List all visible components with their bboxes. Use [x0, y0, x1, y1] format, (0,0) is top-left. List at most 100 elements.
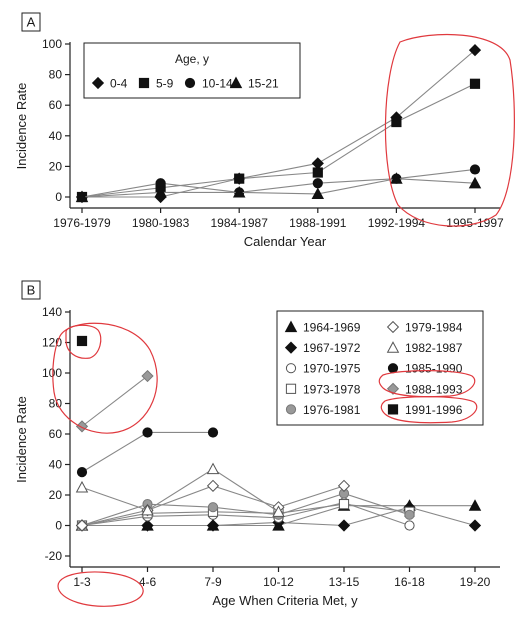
legend-title: Age, y	[175, 52, 209, 66]
x-tick-label: 7-9	[204, 575, 222, 589]
legend-marker	[386, 382, 400, 395]
legend-label: 1970-1975	[303, 362, 361, 376]
data-point	[206, 519, 220, 532]
x-tick-label: 10-12	[263, 575, 294, 589]
legend-label: 1991-1996	[405, 403, 463, 417]
y-tick-label: 40	[49, 458, 63, 472]
x-tick-label: 1988-1991	[289, 216, 347, 230]
annotation-circle	[380, 396, 478, 424]
data-point	[390, 172, 403, 184]
y-axis-label: Incidence Rate	[14, 83, 29, 170]
data-point	[312, 178, 323, 189]
x-tick-label: 13-15	[329, 575, 360, 589]
data-point	[468, 519, 482, 532]
panel-letter: B	[27, 283, 36, 298]
data-point	[206, 479, 220, 492]
data-point	[232, 185, 246, 198]
data-point	[207, 427, 219, 438]
y-tick-label: 20	[49, 488, 63, 502]
x-tick-label: 1-3	[73, 575, 91, 589]
x-tick-label: 16-18	[394, 575, 425, 589]
series-line	[81, 83, 476, 198]
legend: Age, y 0-4 5-9 10-14 15-21	[83, 42, 301, 99]
data-point	[337, 519, 351, 532]
legend-label: 15-21	[248, 77, 279, 91]
annotation-circles	[52, 33, 515, 607]
data-point	[404, 520, 415, 531]
annotation-circle	[52, 322, 158, 434]
series-line	[81, 168, 476, 198]
y-tick-label: 20	[49, 159, 63, 173]
series-line	[81, 502, 410, 527]
legend-marker	[284, 341, 298, 354]
series-line	[81, 431, 213, 473]
legend-marker	[387, 404, 399, 415]
legend-marker	[386, 341, 400, 353]
legend-label: 1973-1978	[303, 382, 361, 396]
x-tick-label: 1984-1987	[211, 216, 269, 230]
data-point	[311, 187, 325, 200]
legend-marker	[138, 77, 150, 89]
x-axis-label: Calendar Year	[244, 234, 327, 249]
legend-label: 10-14	[202, 77, 233, 91]
data-point	[311, 157, 324, 170]
legend-label: 1988-1993	[405, 382, 463, 396]
legend-marker	[285, 383, 297, 394]
data-point	[141, 519, 154, 532]
data-point	[141, 369, 154, 383]
data-point	[75, 420, 89, 433]
series-line	[81, 492, 410, 527]
legend: 1964-1969 1967-1972 1970-1975 1973-1978 1976…	[276, 310, 484, 426]
legend-label: 0-4	[110, 77, 128, 91]
data-point	[391, 116, 402, 128]
legend-label: 1979-1984	[405, 321, 463, 335]
panel-letter-box	[21, 280, 41, 300]
x-tick-label: 1976-1979	[53, 216, 111, 230]
data-point	[75, 190, 89, 203]
legend-label: 1964-1969	[303, 321, 361, 335]
data-point	[312, 167, 323, 178]
series-line	[81, 178, 476, 198]
data-point	[141, 503, 154, 516]
legend-box	[276, 310, 484, 426]
data-point	[338, 499, 350, 510]
data-point	[206, 462, 220, 475]
x-tick-label: 1992-1994	[368, 216, 426, 230]
y-tick-label: 0	[55, 519, 62, 533]
data-point	[469, 164, 481, 175]
panel-letter-box	[21, 12, 41, 32]
y-tick-label: 40	[49, 129, 63, 143]
legend-marker	[285, 363, 297, 374]
series-line	[81, 375, 148, 427]
data-point	[468, 44, 482, 57]
legend-marker	[285, 404, 297, 415]
y-tick-label: 140	[42, 305, 62, 319]
legend-marker	[91, 76, 105, 90]
data-point	[142, 427, 153, 438]
panel-letter: A	[27, 15, 36, 30]
x-tick-label: 19-20	[460, 575, 491, 589]
legend-label: 1985-1990	[405, 362, 463, 376]
data-point	[468, 176, 482, 189]
data-point	[469, 78, 481, 89]
y-tick-label: 100	[42, 37, 62, 51]
annotation-circle	[57, 571, 144, 607]
series-line	[81, 503, 410, 527]
data-point	[404, 509, 415, 520]
legend-label: 1976-1981	[303, 403, 361, 417]
legend-marker	[184, 77, 196, 89]
legend-marker	[386, 320, 400, 334]
data-point	[272, 505, 285, 517]
y-axis-label: Incidence Rate	[14, 396, 29, 483]
y-tick-label: 60	[49, 427, 63, 441]
series-line	[81, 468, 279, 513]
data-point	[75, 480, 89, 493]
legend-marker	[284, 320, 298, 333]
x-axis-label: Age When Criteria Met, y	[212, 593, 358, 608]
data-point	[75, 519, 89, 532]
annotation-circle	[65, 324, 102, 359]
y-tick-label: -20	[45, 549, 63, 563]
legend-box	[83, 42, 301, 99]
